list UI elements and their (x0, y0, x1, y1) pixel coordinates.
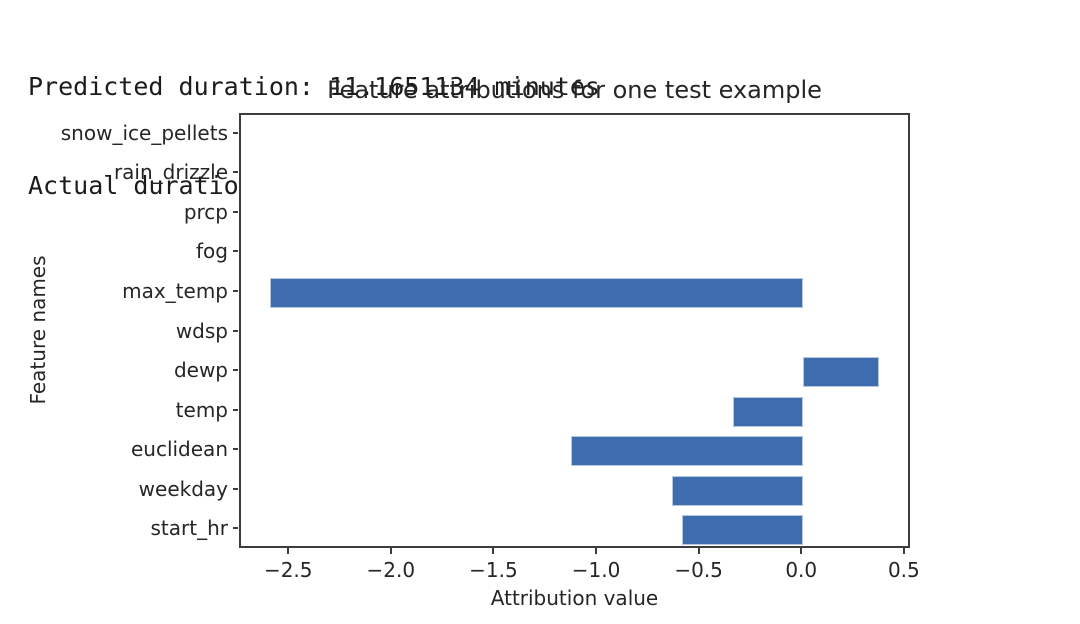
x-tick-label: −0.5 (674, 558, 723, 582)
y-tick-label-dewp: dewp (173, 358, 228, 383)
x-tick-label: −2.0 (366, 558, 416, 582)
x-tick-label: −2.5 (263, 558, 313, 582)
y-tick-mark (233, 448, 238, 451)
y-tick-mark (233, 171, 238, 174)
predicted-duration-text: Predicted duration: 11.1651134 minutes (28, 72, 600, 101)
y-tick-label-wdsp: wdsp (175, 318, 228, 343)
x-tick-label: 0.0 (785, 558, 818, 582)
y-tick-label-rain_drizzle: rain_drizzle (113, 160, 228, 185)
bar-max_temp (269, 277, 804, 308)
bar-dewp (803, 357, 880, 388)
x-tick-mark (287, 548, 290, 554)
y-tick-mark (233, 250, 238, 253)
y-tick-mark (233, 369, 238, 372)
x-tick-mark (902, 548, 905, 554)
x-tick-label: −1.0 (571, 558, 621, 582)
y-tick-mark (233, 408, 238, 411)
x-tick-mark (492, 548, 495, 554)
y-tick-label-snow_ice_pellets: snow_ice_pellets (60, 120, 228, 145)
plot-area (239, 113, 910, 548)
bar-start_hr (682, 515, 804, 546)
y-tick-mark (233, 131, 238, 134)
y-tick-label-prcp: prcp (183, 199, 228, 224)
y-tick-label-temp: temp (175, 397, 228, 422)
y-tick-mark (233, 487, 238, 490)
y-tick-mark (233, 329, 238, 332)
bar-weekday (671, 475, 804, 506)
y-tick-mark (233, 527, 238, 530)
x-tick-mark (389, 548, 392, 554)
x-tick-mark (595, 548, 598, 554)
x-tick-label: 0.5 (887, 558, 920, 582)
y-tick-label-max_temp: max_temp (122, 278, 228, 303)
x-tick-mark (697, 548, 700, 554)
bar-temp (733, 396, 804, 427)
x-tick-mark (800, 548, 803, 554)
x-tick-label: −1.5 (469, 558, 518, 582)
y-tick-label-euclidean: euclidean (130, 437, 228, 462)
y-tick-label-fog: fog (196, 239, 228, 264)
y-tick-label-start_hr: start_hr (150, 516, 228, 541)
x-axis-label: Attribution value (490, 586, 659, 610)
bar-euclidean (571, 436, 804, 467)
chart-title: Feature attributions for one test exampl… (327, 76, 822, 104)
y-tick-label-weekday: weekday (138, 476, 228, 501)
y-tick-mark (233, 289, 238, 292)
y-tick-mark (233, 210, 238, 213)
